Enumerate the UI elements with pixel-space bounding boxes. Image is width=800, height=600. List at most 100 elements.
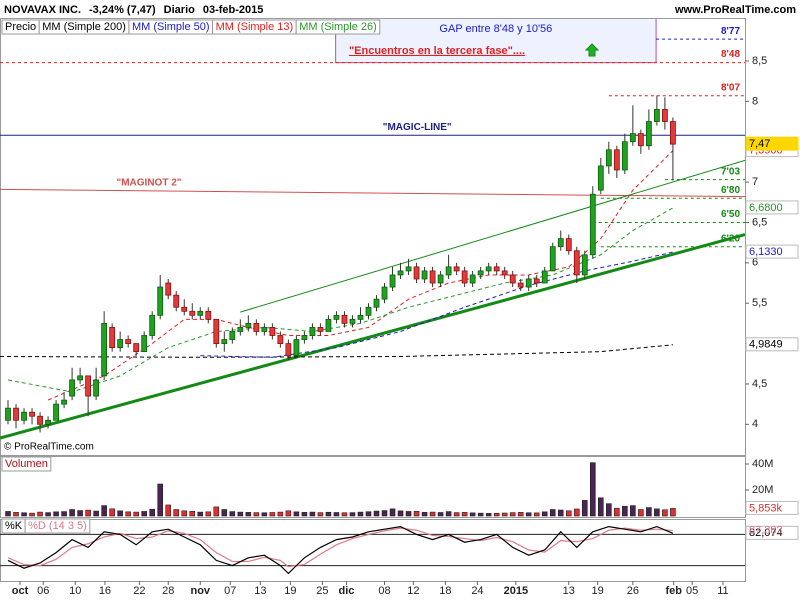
candle-body <box>589 193 596 256</box>
x-tick-label: 26 <box>627 585 639 597</box>
volume-bar <box>477 512 484 517</box>
candle-body <box>565 238 572 252</box>
volume-bar <box>157 483 164 517</box>
volume-bar <box>37 511 43 517</box>
legend-price: Precio <box>5 21 36 33</box>
candle-body <box>317 327 324 332</box>
level-label: 8'07 <box>721 82 741 93</box>
candle-body <box>333 314 340 320</box>
line-label: "MAGIC-LINE" <box>383 122 452 133</box>
volume-bar <box>269 512 276 517</box>
legend-entry: %K <box>5 520 23 532</box>
volume-bar <box>501 512 508 517</box>
candle-body <box>197 310 204 316</box>
gap-label: GAP entre 8'48 y 10'56 <box>439 23 552 35</box>
last-price: 7,47 <box>749 138 770 150</box>
volume-bar <box>622 505 628 517</box>
volume-panel <box>0 456 746 518</box>
candle-body <box>645 121 652 147</box>
volume-bar <box>261 512 268 517</box>
volume-bar <box>349 512 356 517</box>
volume-bar <box>549 509 556 517</box>
x-tick-label: dic <box>339 585 355 597</box>
candle-body <box>261 327 268 332</box>
candle-body <box>69 379 75 397</box>
candle-body <box>501 270 508 276</box>
legend-entry: MM (Simple 26) <box>299 21 377 33</box>
candle-body <box>21 411 27 421</box>
candle-body <box>381 286 388 300</box>
volume-bar <box>173 509 180 517</box>
volume-bar <box>45 512 51 517</box>
stochastic-plot <box>0 525 745 575</box>
annotation: "Encuentros en la tercera fase".... <box>349 45 525 57</box>
level-label: 6'20 <box>721 233 741 244</box>
candle-body <box>349 318 356 324</box>
volume-bar <box>109 508 115 517</box>
x-tick-label: feb <box>665 585 682 597</box>
volume-bar <box>525 512 532 517</box>
last-value: 6,6800 <box>749 202 783 214</box>
volume-bar <box>646 507 652 517</box>
candle-body <box>325 318 332 332</box>
candle-body <box>253 322 260 332</box>
volume-bar <box>133 511 139 517</box>
level-label: 6'50 <box>721 209 741 220</box>
oscillator-line <box>7 527 673 568</box>
volume-bar <box>181 510 188 517</box>
volume-bar <box>589 462 596 517</box>
candle-body <box>373 298 380 308</box>
volume-bar <box>461 512 468 517</box>
y-tick-label: 8 <box>752 95 758 107</box>
y-tick-label: 40M <box>752 458 773 470</box>
candle-body <box>237 327 244 332</box>
volume-bar <box>165 504 172 517</box>
last-value: 82,074 <box>749 527 783 539</box>
last-volume-box <box>745 500 799 515</box>
candle-body <box>670 121 676 145</box>
x-tick-label: 19 <box>284 585 296 597</box>
volume-bar <box>485 513 492 517</box>
candle-body <box>133 343 140 353</box>
candle-body <box>149 314 156 336</box>
candle-body <box>29 411 35 417</box>
volume-bar <box>197 511 204 517</box>
candle-body <box>605 149 612 167</box>
volume-bar <box>13 512 19 517</box>
x-tick-label: 16 <box>99 585 111 597</box>
candle-body <box>221 339 228 344</box>
volume-bar <box>93 510 99 517</box>
volume-bar <box>373 510 380 517</box>
candle-body <box>509 274 516 284</box>
legend-entry: %D (14 3 5) <box>28 520 87 532</box>
candle-body <box>397 270 404 276</box>
candle-body <box>173 294 180 308</box>
volume-bar <box>413 511 420 517</box>
volume-bar <box>662 509 668 517</box>
panel-title-box <box>1 456 52 472</box>
volume-bar <box>517 512 524 517</box>
volume-bar <box>541 511 548 517</box>
candle-body <box>637 133 644 147</box>
candle-body <box>277 335 284 344</box>
volume-bar <box>21 512 27 517</box>
oscillator-line <box>7 525 674 575</box>
volume-bar <box>389 508 396 517</box>
candle-body <box>341 314 348 324</box>
level-label: 6'80 <box>721 185 741 196</box>
volume-bar <box>654 508 660 517</box>
candle-body <box>525 278 532 288</box>
last-value-box <box>745 337 799 352</box>
volume-bar <box>245 512 252 517</box>
up-arrow <box>584 43 600 57</box>
candle-body <box>653 109 660 122</box>
volume-bar <box>445 511 452 517</box>
volume-bar <box>117 510 123 517</box>
y-tick-label: 7 <box>752 176 758 188</box>
x-tick-label: 13 <box>563 585 575 597</box>
volume-bar <box>381 510 388 517</box>
x-tick-label: oct <box>12 585 29 597</box>
candle-body <box>293 339 300 357</box>
volume-bar <box>405 511 412 517</box>
last-value-box <box>745 525 799 540</box>
